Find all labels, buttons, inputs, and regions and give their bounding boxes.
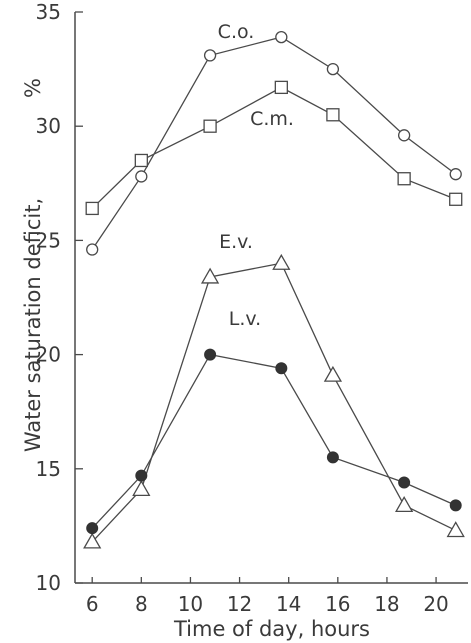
series-label-co: C.o. bbox=[218, 21, 255, 43]
data-point-ev bbox=[200, 267, 220, 284]
series-labels: C.o. C.m. E.v. L.v. bbox=[218, 21, 294, 330]
data-point-lv bbox=[275, 362, 288, 375]
y-axis-title: Water saturation deficit, bbox=[21, 198, 45, 452]
series-label-lv: L.v. bbox=[229, 308, 261, 330]
data-point-lv bbox=[135, 469, 148, 482]
data-point-cm bbox=[449, 192, 463, 206]
data-point-co bbox=[326, 62, 340, 76]
data-point-ev bbox=[272, 253, 291, 270]
series-label-ev: E.v. bbox=[219, 231, 253, 253]
data-point-lv bbox=[204, 348, 217, 361]
y-tick-label: 15 bbox=[36, 457, 61, 481]
data-point-cm bbox=[326, 108, 340, 122]
x-tick-label: 20 bbox=[423, 592, 448, 616]
data-point-ev bbox=[446, 521, 465, 538]
data-point-ev bbox=[323, 365, 343, 382]
y-tick-label: 35 bbox=[36, 0, 61, 24]
data-point-cm bbox=[274, 80, 288, 95]
axes bbox=[74, 12, 468, 584]
data-point-ev bbox=[83, 532, 102, 549]
data-point-co bbox=[449, 168, 462, 181]
data-point-cm bbox=[397, 172, 411, 186]
series-markers bbox=[83, 30, 465, 549]
data-point-cm bbox=[85, 201, 99, 216]
series-label-cm: C.m. bbox=[250, 108, 294, 130]
x-tick-label: 12 bbox=[227, 592, 252, 616]
data-point-lv bbox=[86, 522, 99, 535]
y-tick-label: 20 bbox=[36, 343, 61, 367]
data-point-lv bbox=[398, 476, 411, 489]
x-tick-label: 6 bbox=[86, 592, 99, 616]
x-tick-label: 10 bbox=[178, 592, 203, 616]
data-point-co bbox=[203, 49, 217, 62]
y-tick-label: 25 bbox=[36, 228, 61, 252]
data-point-ev bbox=[132, 480, 151, 497]
data-point-lv bbox=[449, 499, 462, 512]
data-point-cm bbox=[134, 153, 148, 168]
x-tick-label: 18 bbox=[374, 592, 399, 616]
x-tick-label: 8 bbox=[135, 592, 148, 616]
data-point-lv bbox=[326, 451, 339, 464]
x-tick-label: 14 bbox=[276, 592, 301, 616]
data-point-cm bbox=[203, 119, 217, 133]
x-tick-label: 16 bbox=[325, 592, 350, 616]
y-tick-label: 30 bbox=[36, 114, 61, 138]
y-tick-label: 10 bbox=[36, 571, 61, 595]
data-point-co bbox=[135, 170, 148, 183]
data-point-co bbox=[397, 129, 411, 142]
data-point-co bbox=[86, 243, 99, 256]
series-line-cm bbox=[91, 86, 456, 209]
series-line-ev bbox=[91, 262, 457, 543]
data-point-ev bbox=[395, 496, 414, 512]
ticks: 10 15 20 25 30 35 6 8 10 12 14 16 18 20 bbox=[36, 0, 449, 616]
data-point-co bbox=[275, 30, 288, 44]
series-line-co bbox=[91, 36, 457, 250]
y-axis-unit: % bbox=[21, 78, 45, 98]
x-axis-title: Time of day, hours bbox=[173, 617, 370, 641]
